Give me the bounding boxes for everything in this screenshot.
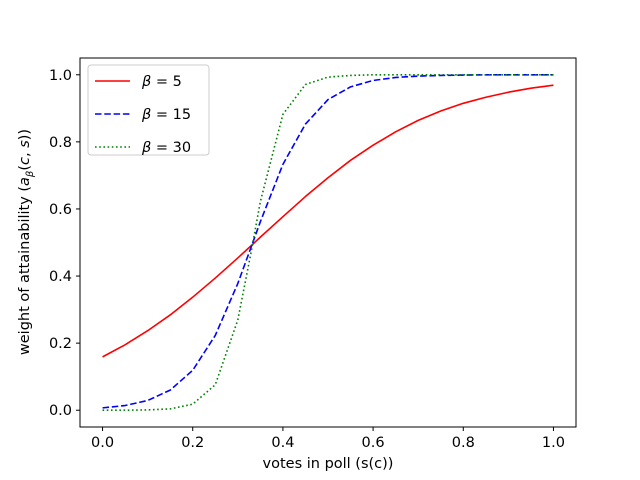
y-tick-label: 0.2	[49, 336, 72, 352]
x-tick-label: 0.8	[452, 435, 475, 451]
legend-box	[87, 64, 210, 156]
legend-entries: β = 5 β = 15 β = 30	[95, 74, 191, 156]
x-tick-label: 0.0	[91, 435, 114, 451]
y-ticks: 0.0 0.2 0.4 0.6 0.8 1.0	[49, 68, 80, 419]
y-tick-label: 0.8	[49, 135, 72, 151]
series-layer	[102, 73, 554, 412]
legend-label-2: β = 15	[141, 107, 191, 123]
svg-text:weight of attainability (aβ(c,: weight of attainability (aβ(c, s))	[17, 129, 36, 355]
x-tick-label: 0.4	[271, 435, 294, 451]
y-tick-label: 0.6	[49, 202, 72, 218]
legend: β = 5 β = 15 β = 30	[87, 64, 210, 156]
x-tick-label: 1.0	[542, 435, 565, 451]
x-tick-label: 0.2	[181, 435, 204, 451]
y-axis-label: weight of attainability (aβ(c, s))	[17, 129, 36, 355]
axes-frame	[79, 57, 577, 428]
y-tick-label: 0.4	[49, 269, 72, 285]
legend-label-1: β = 5	[141, 74, 182, 90]
y-tick-label: 1.0	[49, 68, 72, 84]
series-line-1	[102, 84, 554, 358]
x-ticks: 0.0 0.2 0.4 0.6 0.8 1.0	[91, 427, 565, 451]
y-tick-label: 0.0	[49, 403, 72, 419]
x-tick-label: 0.6	[362, 435, 385, 451]
x-axis-label: votes in poll (s(c))	[263, 456, 394, 472]
series-line-2	[102, 73, 554, 409]
legend-label-3: β = 30	[141, 140, 191, 156]
